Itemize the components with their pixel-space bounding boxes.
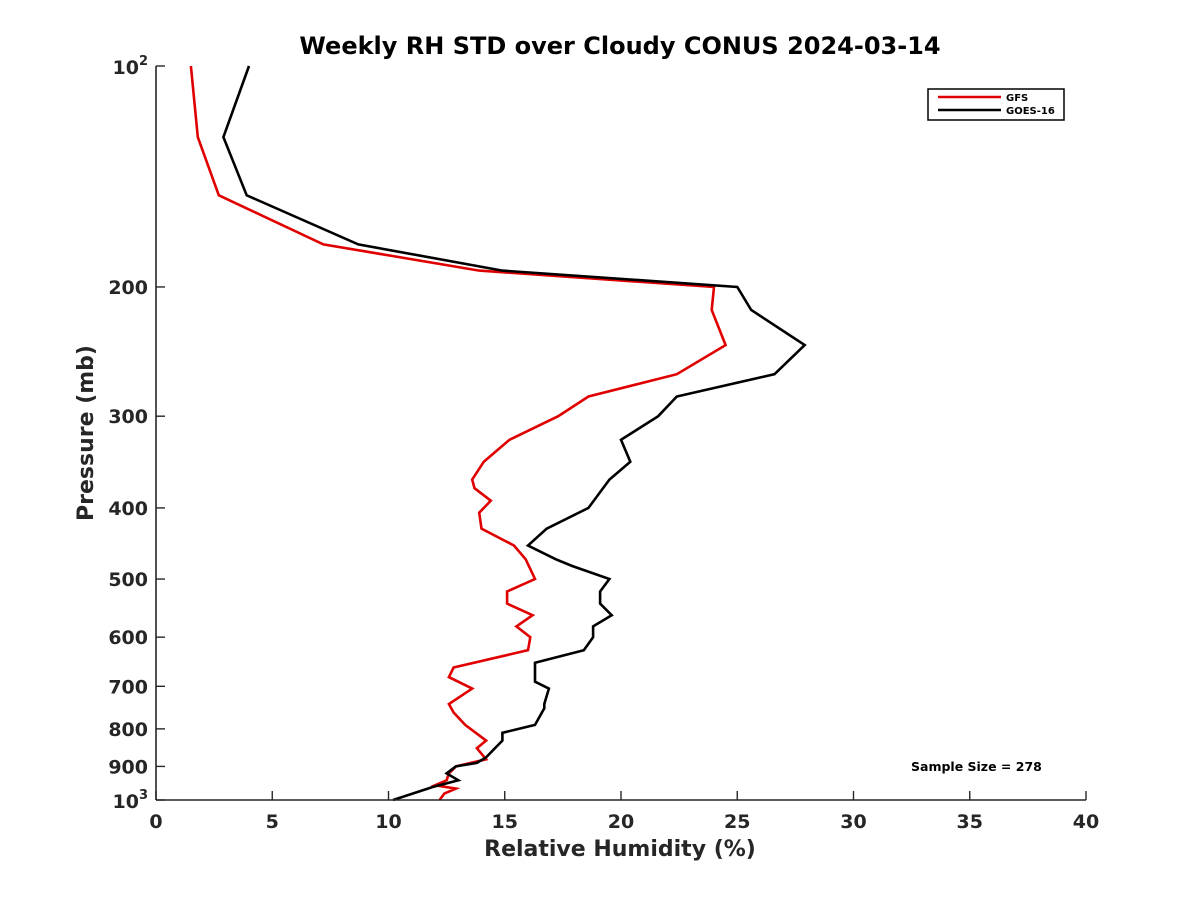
sample-size-annotation: Sample Size = 278 [911,759,1042,774]
y-tick-label: 400 [108,498,148,520]
y-tick-label: 700 [108,676,148,698]
x-tick-label: 20 [608,811,634,833]
y-tick-label: 800 [108,719,148,741]
y-tick-label: 500 [108,569,148,591]
legend: GFS GOES-16 [927,88,1065,121]
y-tick-label: 900 [108,756,148,778]
x-tick-label: 35 [957,811,983,833]
legend-label-goes-16: GOES-16 [1006,106,1055,117]
y-tick-label: 103 [113,788,149,813]
y-tick-label: 200 [108,277,148,299]
y-tick-label: 102 [113,54,149,79]
x-axis-label: Relative Humidity (%) [484,837,756,862]
y-tick-label: 600 [108,627,148,649]
legend-label-gfs: GFS [1006,93,1028,104]
x-tick-label: 15 [492,811,518,833]
y-axis-label: Pressure (mb) [74,345,99,521]
x-tick-label: 10 [375,811,401,833]
legend-box [927,88,1065,121]
x-tick-label: 30 [840,811,866,833]
series-line-goes-16 [222,65,807,802]
x-tick-label: 40 [1073,811,1099,833]
chart-title: Weekly RH STD over Cloudy CONUS 2024-03-… [299,32,940,60]
x-tick-label: 0 [149,811,162,833]
x-tick-label: 5 [266,811,279,833]
y-tick-label: 300 [108,406,148,428]
x-tick-label: 25 [724,811,750,833]
axes-layer: 0 5 10 15 20 25 30 35 40 102 200 300 400 500 600 700 800… [108,54,1099,833]
series-layer [189,65,807,802]
series-line-gfs [189,65,728,801]
